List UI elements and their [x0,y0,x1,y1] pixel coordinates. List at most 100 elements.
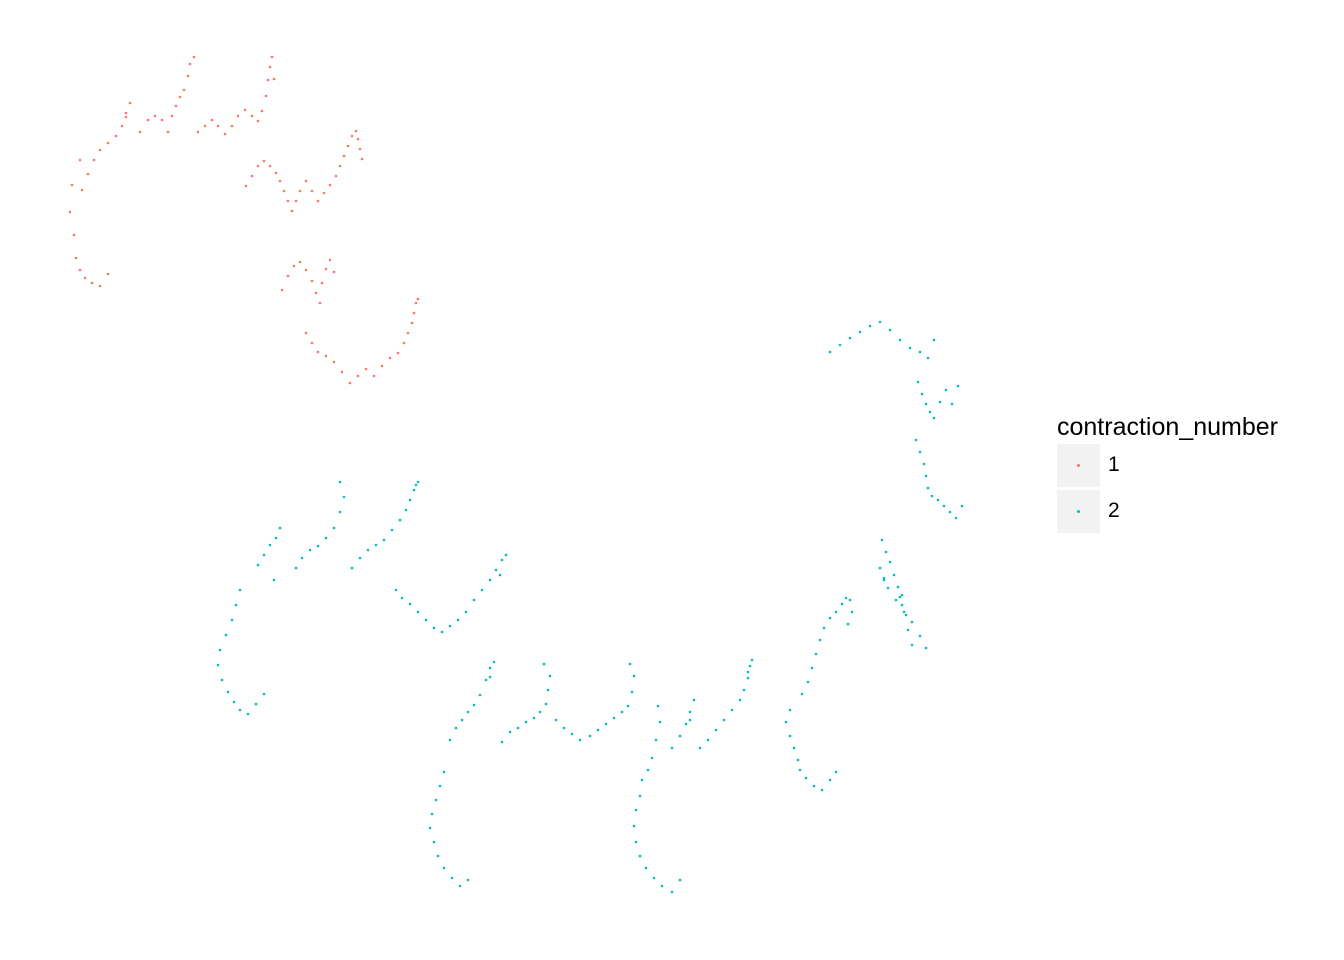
data-point [424,618,428,622]
data-point [900,593,904,597]
legend-entry-1: 1 [1057,442,1278,488]
data-point [324,354,328,358]
data-point [290,209,294,213]
data-point [898,595,902,599]
data-point [440,630,444,634]
data-point [230,124,234,128]
data-point [792,746,796,750]
data-point [334,174,338,178]
data-point [348,381,352,385]
data-point [316,350,320,354]
data-point [650,756,654,760]
data-point [272,578,276,582]
data-point [692,698,696,702]
data-point [882,576,886,580]
legend-title: contraction_number [1057,413,1278,441]
data-point [504,553,508,557]
data-point [678,734,682,738]
data-point [106,272,110,276]
data-point [328,258,332,262]
data-point [634,808,638,812]
data-point [380,364,384,368]
data-point [638,794,642,798]
data-point [146,118,150,122]
data-point [698,746,702,750]
data-point [300,556,304,560]
data-point [500,558,504,562]
data-point [356,137,360,141]
data-point [466,710,470,714]
data-point [294,199,298,203]
data-point [354,129,358,133]
data-point [340,370,344,374]
series-1 [68,55,420,385]
data-point [454,726,458,730]
data-point [746,676,750,680]
data-point [640,778,644,782]
legend-dot-2 [1077,509,1080,513]
data-point [236,114,240,118]
data-point [360,157,364,161]
data-point [658,720,662,724]
data-point [554,718,558,722]
data-point [888,328,892,332]
data-point [406,331,410,335]
data-point [950,402,954,406]
data-point [138,130,142,134]
data-point [332,270,336,274]
data-point [234,603,238,607]
data-point [868,324,872,328]
data-point [906,628,910,632]
data-point [246,712,250,716]
data-point [412,311,416,315]
data-point [188,62,192,66]
data-point [256,563,260,567]
data-point [310,341,314,345]
data-point [688,718,692,722]
data-point [516,726,520,730]
data-point [494,568,498,572]
data-point [80,188,84,192]
data-point [604,722,608,726]
data-point [634,840,638,844]
data-point [844,596,848,600]
data-point [298,260,302,264]
data-point [834,770,838,774]
data-point [738,698,742,702]
data-point [908,346,912,350]
data-point [153,114,157,118]
data-point [220,678,224,682]
data-point [956,384,960,388]
data-point [930,494,934,498]
data-point [388,356,392,360]
data-point [878,320,882,324]
data-point [416,610,420,614]
data-point [858,330,862,334]
data-point [498,573,502,577]
data-point [342,495,346,499]
data-point [886,586,890,590]
data-point [532,716,536,720]
data-point [960,504,964,508]
data-point [932,416,936,420]
data-point [596,728,600,732]
data-point [268,164,272,168]
data-point [408,602,412,606]
data-point [216,663,220,667]
data-point [114,134,118,138]
data-point [652,876,656,880]
data-point [404,508,408,512]
data-point [936,498,940,502]
data-point [588,734,592,738]
data-point [916,380,920,384]
data-point [224,633,228,637]
data-point [670,890,674,894]
data-point [442,770,446,774]
data-point [722,718,726,722]
data-point [904,613,908,617]
data-point [318,301,322,305]
data-point [382,538,386,542]
data-point [548,674,552,678]
data-point [838,343,842,347]
